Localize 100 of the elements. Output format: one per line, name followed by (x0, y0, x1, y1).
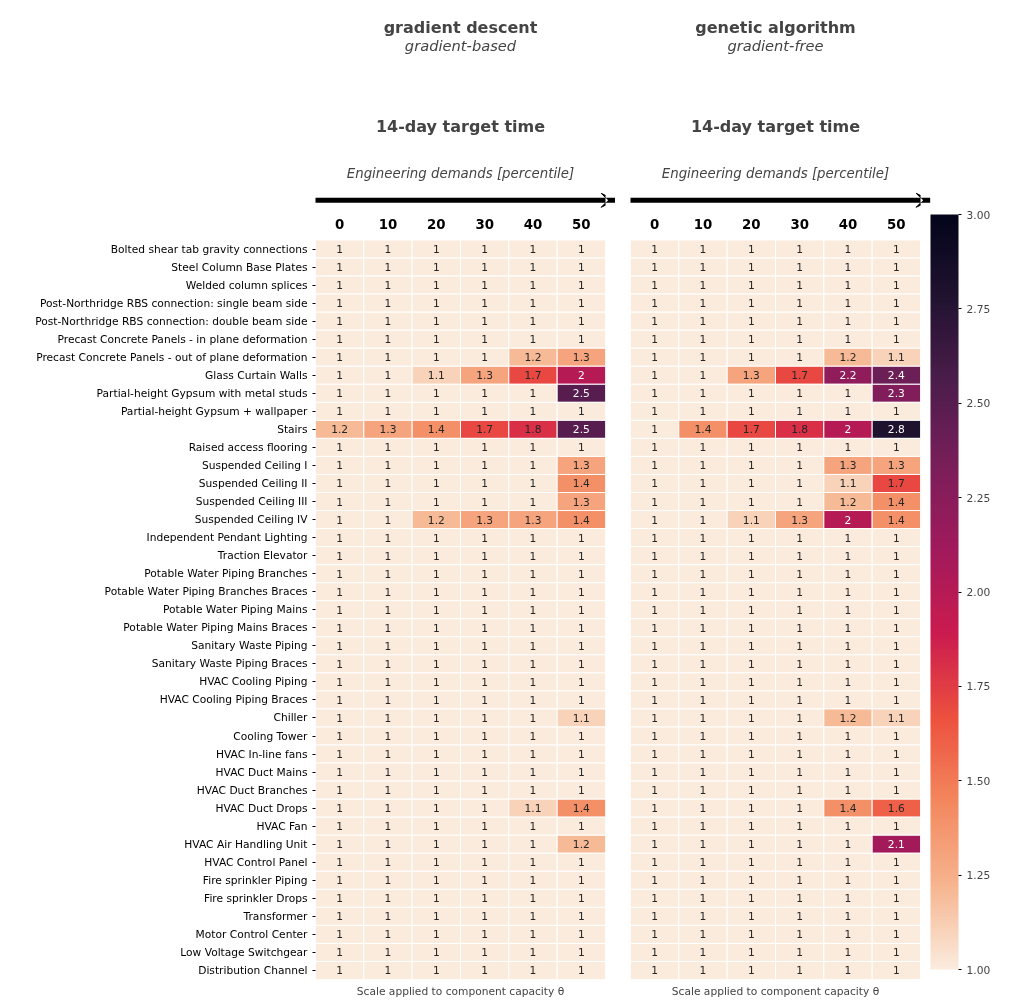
data-label: 1 (699, 513, 707, 527)
data-label: 1 (747, 874, 755, 888)
data-label: 1.7 (887, 477, 905, 491)
data-label: 1 (432, 946, 440, 960)
data-label: 1 (336, 369, 344, 383)
data-label: 1 (699, 856, 707, 870)
data-label: 1 (384, 405, 392, 419)
data-label: 1 (336, 315, 344, 329)
data-label: 1.3 (476, 369, 494, 383)
data-label: 1.2 (839, 711, 857, 725)
data-label: 1 (336, 838, 344, 852)
data-label: 1 (432, 315, 440, 329)
data-label: 1 (481, 928, 489, 942)
data-label: 1 (651, 766, 659, 780)
data-label: 1 (844, 585, 852, 599)
data-label: 1 (384, 585, 392, 599)
data-label: 1 (336, 477, 344, 491)
data-label: 1 (796, 928, 804, 942)
data-label: 1.4 (572, 513, 591, 527)
data-label: 1.6 (887, 802, 906, 816)
data-label: 1 (796, 585, 804, 599)
x-axis-title: Scale applied to component capacity θ (671, 984, 880, 998)
data-label: 1 (481, 711, 489, 725)
data-label: 1 (481, 748, 489, 762)
data-label: 1 (336, 675, 344, 689)
data-label: 1 (384, 261, 392, 275)
data-label: 1 (336, 531, 344, 545)
data-label: 1 (796, 297, 804, 311)
data-label: 1 (481, 441, 489, 455)
text: gradient-free (727, 36, 824, 54)
data-label: 1 (384, 315, 392, 329)
text: genetic algorithm (695, 17, 856, 37)
data-label: 1 (336, 351, 344, 365)
data-label: 1 (699, 549, 707, 563)
data-label: 1 (796, 531, 804, 545)
data-label: 1 (699, 531, 707, 545)
data-label: 1 (336, 261, 344, 275)
data-label: 1 (432, 675, 440, 689)
data-label: 1 (699, 802, 707, 816)
data-label: 1 (529, 657, 537, 671)
y-tick-label: Suspended Ceiling IV (194, 513, 309, 527)
data-label: 1 (432, 243, 440, 256)
data-label: 1 (529, 838, 537, 852)
data-label: 1 (651, 495, 659, 509)
data-label: 1 (796, 603, 804, 617)
data-label: 1.4 (839, 802, 857, 816)
data-label: 1 (577, 279, 585, 293)
data-label: 1 (529, 297, 537, 311)
data-label: 1 (336, 784, 344, 798)
data-label: 1 (699, 838, 707, 852)
data-label: 1 (651, 459, 659, 473)
data-label: 1 (699, 675, 707, 689)
data-label: 1 (844, 603, 852, 617)
data-label: 1 (529, 675, 537, 689)
data-label: 1 (384, 784, 392, 798)
data-label: 1 (699, 621, 707, 635)
data-label: 1 (844, 675, 852, 689)
data-label: 1 (577, 928, 585, 942)
data-label: 1 (796, 910, 804, 924)
data-label: 1 (432, 549, 440, 563)
data-label: 1.4 (887, 495, 906, 509)
data-label: 1 (481, 874, 489, 888)
data-label: 1 (384, 549, 392, 563)
y-tick-label: Motor Control Center (195, 927, 309, 941)
data-label: 1 (796, 693, 804, 707)
data-label: 1 (577, 621, 585, 635)
data-label: 1 (651, 639, 659, 653)
data-label: 1.3 (476, 513, 494, 527)
data-label: 1 (651, 387, 659, 401)
data-label: 1 (432, 585, 440, 599)
data-label: 1 (699, 477, 707, 491)
data-label: 1 (432, 387, 440, 401)
data-label: 1 (384, 711, 392, 725)
data-label: 1.7 (476, 423, 494, 437)
y-tick-label: Partial-height Gypsum with metal studs (96, 386, 308, 400)
data-label: 1.2 (839, 351, 857, 365)
data-label: 1 (529, 405, 537, 419)
data-label: 1 (892, 910, 900, 924)
data-label: 1 (481, 549, 489, 563)
data-label: 1 (432, 730, 440, 743)
data-label: 1 (796, 711, 804, 725)
data-label: 1 (651, 477, 659, 491)
data-label: 1 (892, 441, 900, 455)
data-label: 1.1 (524, 802, 542, 816)
data-label: 1 (651, 784, 659, 798)
data-label: 1 (432, 928, 440, 942)
data-label: 1 (529, 477, 537, 491)
data-label: 1 (529, 748, 537, 762)
data-label: 1.3 (572, 459, 590, 473)
data-label: 1 (844, 279, 852, 293)
y-tick-label: HVAC Duct Branches (196, 783, 308, 797)
data-label: 1.7 (791, 369, 809, 383)
data-label: 1 (336, 459, 344, 473)
y-tick-label: HVAC Duct Drops (215, 801, 308, 815)
text: 14-day target time (375, 116, 546, 136)
data-label: 1 (529, 585, 537, 599)
data-label: 1.4 (572, 802, 591, 816)
data-label: 1 (747, 928, 755, 942)
data-label: 1 (577, 675, 585, 689)
data-label: 1 (651, 711, 659, 725)
